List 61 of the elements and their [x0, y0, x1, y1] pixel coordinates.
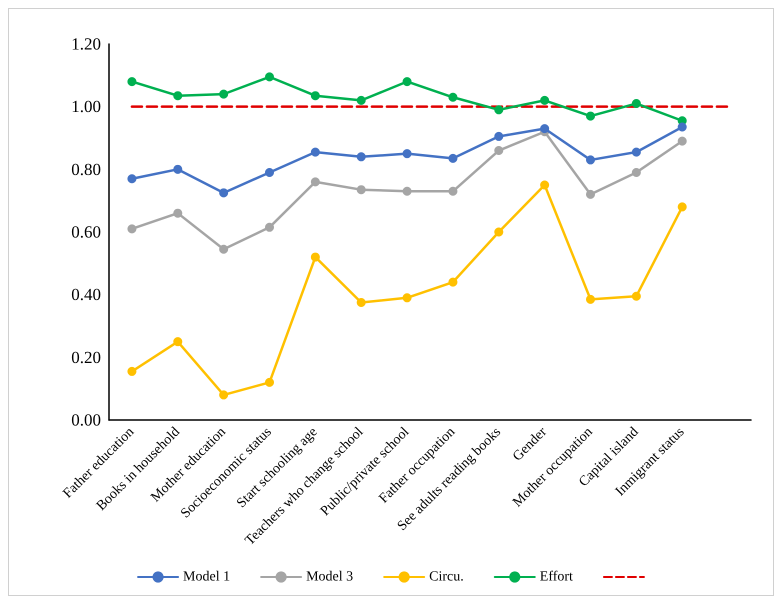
- point: [540, 96, 550, 105]
- point: [678, 122, 687, 132]
- point: [265, 72, 274, 82]
- point: [586, 155, 595, 164]
- point: [173, 337, 182, 346]
- y-tick-label: 0.40: [71, 285, 101, 304]
- point: [265, 222, 274, 232]
- y-tick-label: 0.80: [71, 160, 101, 179]
- point: [219, 90, 228, 99]
- point: [586, 112, 595, 121]
- y-tick-label: 0.20: [71, 348, 101, 367]
- point: [540, 180, 550, 190]
- point: [219, 244, 228, 254]
- point: [448, 92, 458, 102]
- point: [127, 174, 136, 184]
- point: [494, 105, 504, 114]
- legend-label: Circu.: [429, 570, 464, 584]
- point: [402, 149, 412, 158]
- point: [586, 294, 595, 304]
- point: [127, 366, 136, 376]
- point: [265, 378, 274, 387]
- point: [678, 202, 687, 212]
- point: [632, 99, 641, 108]
- point: [219, 390, 228, 400]
- point: [402, 186, 412, 196]
- point: [678, 136, 687, 146]
- y-tick-label: 0.00: [71, 410, 101, 430]
- point: [494, 132, 504, 141]
- point: [173, 208, 182, 218]
- point: [310, 177, 320, 186]
- point: [494, 146, 504, 156]
- y-tick-label: 1.20: [71, 34, 101, 54]
- point: [310, 252, 320, 262]
- point: [356, 152, 366, 162]
- point: [494, 228, 504, 236]
- point: [448, 186, 458, 196]
- point: [448, 154, 458, 163]
- point: [265, 168, 274, 177]
- point: [219, 188, 228, 198]
- point: [356, 96, 366, 105]
- legend-label: Model 3: [306, 570, 354, 584]
- point: [402, 77, 412, 86]
- y-tick-label: 0.60: [71, 222, 101, 242]
- point: [632, 292, 641, 301]
- point: [173, 91, 182, 100]
- point: [127, 224, 136, 234]
- legend-label: Effort: [540, 570, 574, 584]
- point: [356, 185, 366, 194]
- point: [586, 190, 595, 199]
- point: [356, 298, 366, 307]
- point: [402, 293, 412, 302]
- point: [310, 91, 320, 100]
- point: [127, 77, 136, 86]
- legend-label: Model 1: [183, 570, 230, 584]
- point: [173, 164, 182, 174]
- point: [632, 148, 641, 157]
- point: [540, 124, 550, 134]
- point: [448, 278, 458, 287]
- point: [632, 168, 641, 177]
- y-tick-label: 1.00: [71, 97, 101, 116]
- point: [310, 148, 320, 157]
